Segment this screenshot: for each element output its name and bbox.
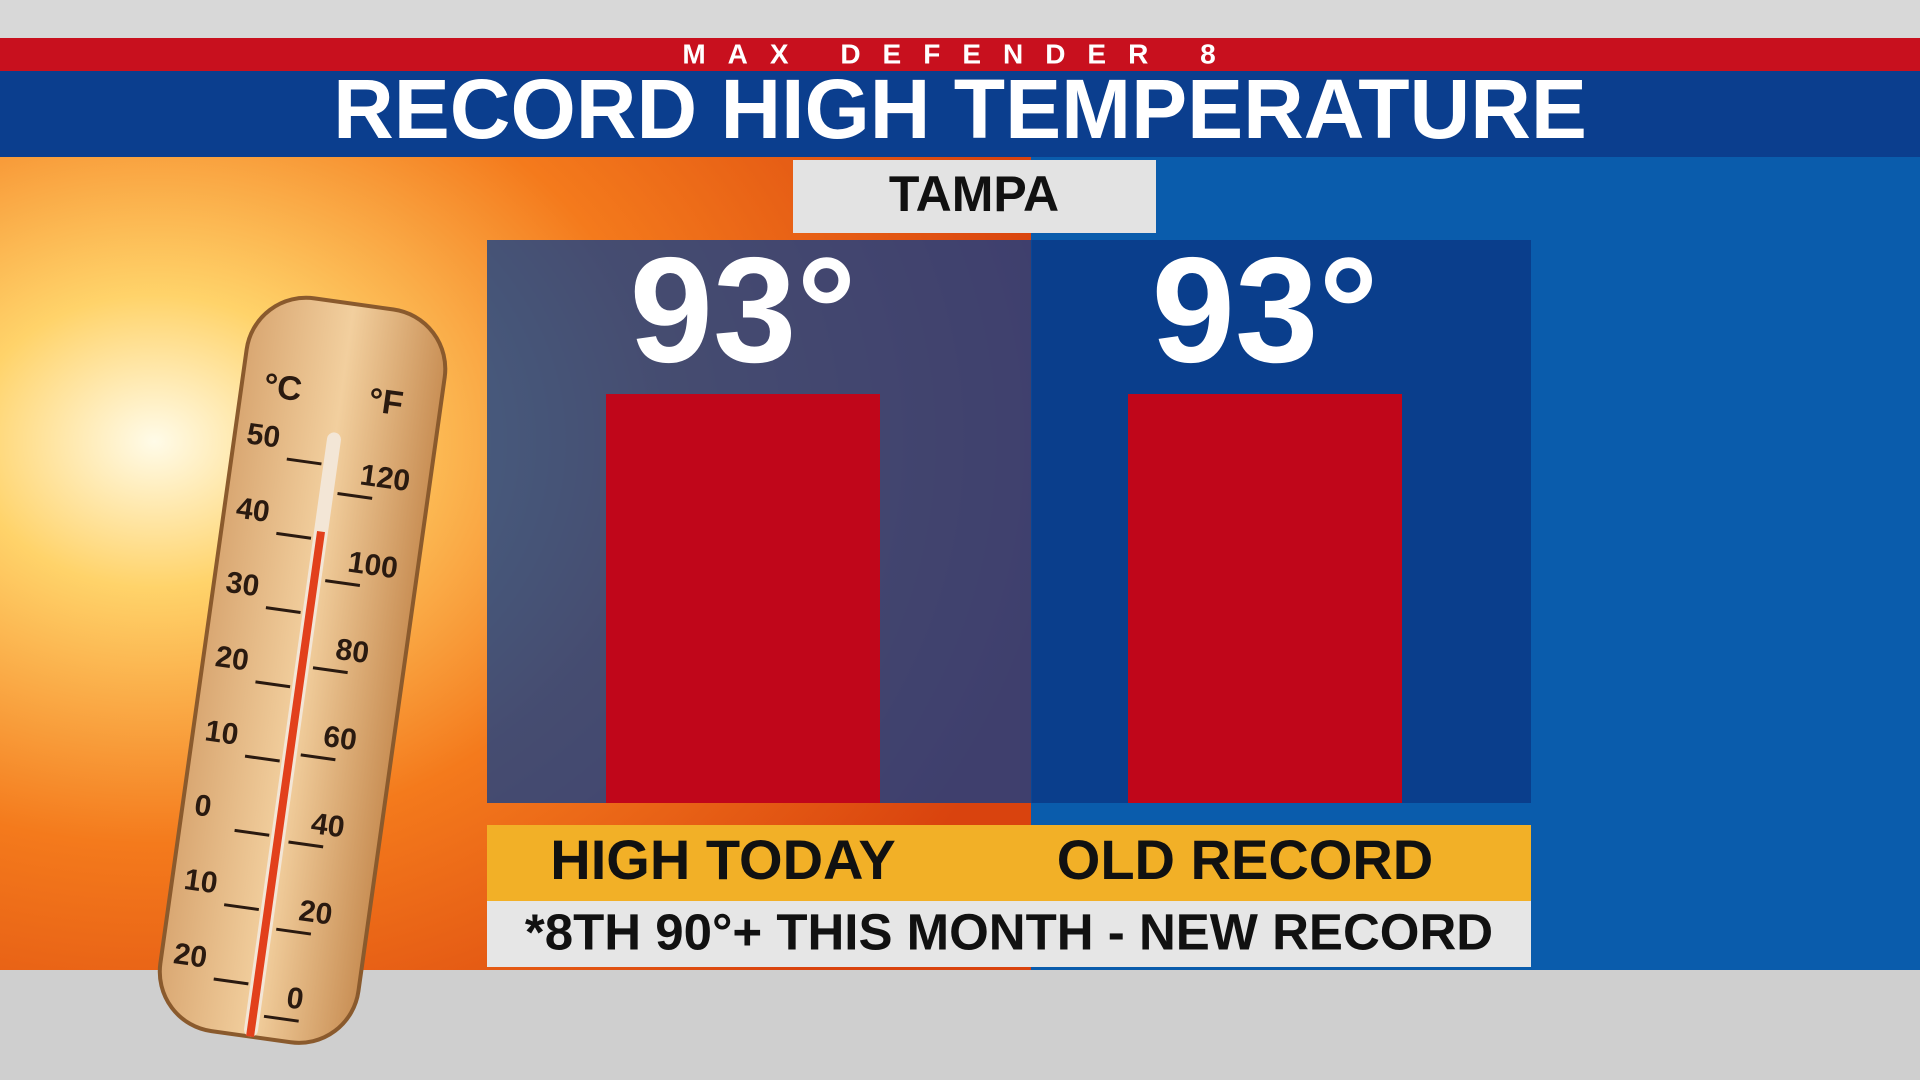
fahrenheit-label: 40: [309, 807, 347, 844]
fahrenheit-label: 80: [334, 633, 372, 670]
scale-tick: [288, 840, 324, 849]
category-band: [487, 825, 1531, 901]
bar: [1128, 394, 1402, 803]
value-label: 93°: [1152, 226, 1379, 394]
celsius-label: 50: [245, 417, 283, 454]
celsius-label: 0: [192, 789, 213, 824]
celsius-label: 40: [234, 492, 272, 529]
scale-tick: [255, 680, 291, 689]
category-label: HIGH TODAY: [550, 828, 895, 891]
fahrenheit-label: 120: [358, 459, 412, 499]
brand-strip: [0, 38, 1920, 72]
scale-tick: [286, 457, 322, 466]
scale-tick: [213, 977, 249, 986]
subtitle-box: [793, 160, 1156, 233]
scale-tick: [265, 606, 301, 614]
scale-tick: [300, 753, 336, 762]
scale-tick: [234, 828, 270, 837]
scale-tick: [337, 491, 373, 500]
subtitle: TAMPA: [889, 166, 1059, 222]
celsius-label: 20: [172, 937, 210, 974]
chart-title: RECORD HIGH TEMPERATURE: [333, 62, 1587, 156]
title-band: [0, 71, 1920, 157]
fahrenheit-label: 60: [321, 720, 359, 757]
scale-tick: [263, 1014, 299, 1023]
value-label: 93°: [630, 226, 857, 394]
scale-tick: [276, 531, 312, 540]
fahrenheit-label: 0: [285, 981, 306, 1016]
celsius-label: 30: [224, 566, 262, 603]
scale-tick: [244, 754, 280, 763]
annotation: *8TH 90°+ THIS MONTH - NEW RECORD: [525, 903, 1493, 960]
celsius-label: 10: [203, 714, 241, 751]
brand: MAX DEFENDER 8: [682, 38, 1237, 69]
celsius-label: 10: [182, 863, 220, 900]
fahrenheit-unit: °F: [366, 381, 405, 423]
scale-tick: [312, 666, 348, 675]
scale-tick: [223, 903, 260, 912]
scale-tick: [276, 927, 312, 936]
fahrenheit-label: 20: [297, 894, 335, 931]
fahrenheit-label: 100: [346, 546, 400, 586]
annotation-box: [487, 901, 1531, 967]
scale-tick: [325, 579, 361, 587]
celsius-unit: °C: [261, 366, 304, 409]
celsius-label: 20: [213, 640, 251, 677]
category-label: OLD RECORD: [1057, 828, 1433, 891]
bar: [606, 394, 880, 803]
